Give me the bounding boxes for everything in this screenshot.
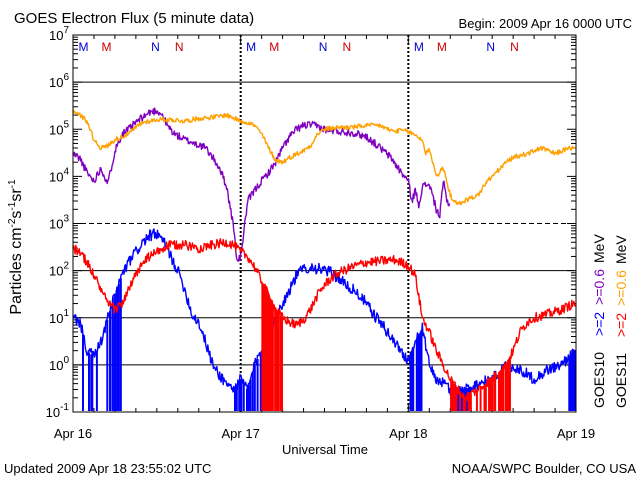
y-tick-label: 10-1 (46, 402, 70, 420)
x-tick-label: Apr 16 (54, 426, 92, 441)
legend-entry: >=0.6 (591, 269, 607, 305)
mn-marker: N (319, 40, 328, 54)
y-tick-label: 107 (49, 25, 69, 43)
mn-marker: M (246, 40, 256, 54)
y-tick-labels: 10-1 100 101 102 103 104 105 106 107 (46, 25, 70, 420)
legend-satellite-name: GOES11 (613, 353, 629, 408)
begin-label: Begin: 2009 Apr 16 0000 UTC (459, 16, 632, 31)
plot-frame (72, 34, 577, 413)
x-axis-label: Universal Time (282, 442, 368, 457)
x-tick-label: Apr 19 (557, 426, 595, 441)
grid-layer (73, 35, 576, 412)
source-credit: NOAA/SWPC Boulder, CO USA (452, 461, 637, 476)
x-tick-label: Apr 17 (222, 426, 260, 441)
x-tick-label: Apr 18 (389, 426, 427, 441)
mn-marker: M (437, 40, 447, 54)
legend-column: GOES11 >=2 >=0.6 MeV (613, 235, 629, 408)
y-tick-label: 100 (49, 355, 69, 373)
legend-unit: MeV (613, 235, 629, 264)
legend-entry: >=0.6 (613, 270, 629, 306)
x-tick-labels: Apr 16 Apr 17 Apr 18 Apr 19 (54, 426, 595, 441)
legend-column: GOES10 >=2 >=0.6 MeV (591, 234, 607, 408)
y-axis-label: Particles cm-2s-1sr-1 (7, 179, 25, 315)
mn-marker: M (269, 40, 279, 54)
series-layer (72, 107, 577, 411)
mn-marker: N (510, 40, 519, 54)
series-line (72, 107, 451, 262)
mn-marker: N (151, 40, 160, 54)
mn-marker: N (175, 40, 184, 54)
chart-title: GOES Electron Flux (5 minute data) (14, 10, 254, 27)
mn-marker: M (78, 40, 88, 54)
mn-marker: N (486, 40, 495, 54)
y-tick-label: 105 (49, 119, 69, 137)
legend-entry: >=2 (613, 313, 629, 337)
legend-entry: >=2 (591, 312, 607, 336)
y-tick-label: 106 (49, 72, 69, 90)
y-tick-label: 104 (49, 166, 69, 184)
mn-marker: M (102, 40, 112, 54)
legend-satellite-name: GOES10 (591, 352, 607, 408)
y-tick-label: 102 (49, 261, 69, 279)
legend: GOES10 >=2 >=0.6 MeV GOES11 >=2 >=0.6 MeV (591, 234, 629, 408)
mn-marker: M (414, 40, 424, 54)
y-tick-label: 103 (49, 214, 69, 232)
legend-unit: MeV (591, 234, 607, 263)
mn-marker: N (343, 40, 352, 54)
updated-timestamp: Updated 2009 Apr 18 23:55:02 UTC (4, 461, 211, 476)
y-tick-label: 101 (49, 308, 69, 326)
series-line (72, 109, 576, 206)
